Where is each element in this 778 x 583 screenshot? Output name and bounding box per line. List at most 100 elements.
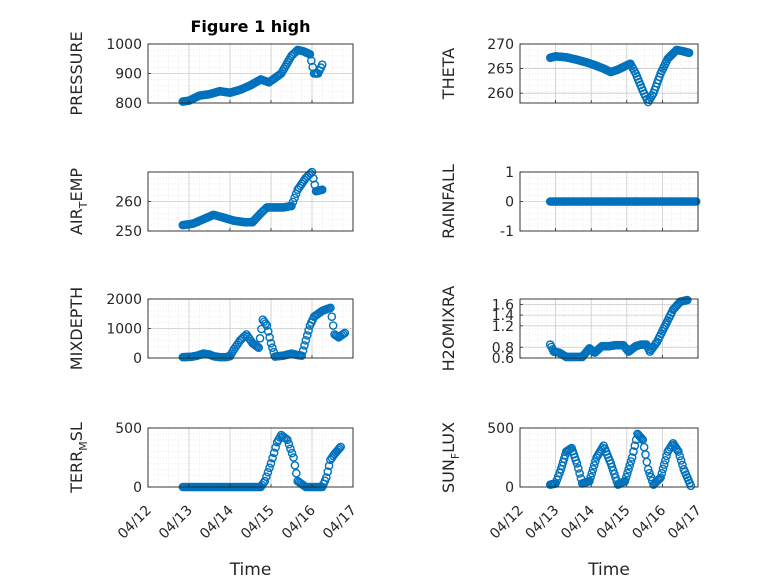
data-point bbox=[335, 443, 344, 453]
data-point bbox=[620, 476, 630, 486]
data-point bbox=[573, 464, 583, 473]
data-point bbox=[626, 457, 636, 466]
data-point bbox=[336, 442, 346, 452]
data-point bbox=[263, 327, 273, 336]
y-axis-label-suffix: SL bbox=[67, 422, 86, 441]
x-axis-label: Time bbox=[229, 560, 272, 580]
data-point bbox=[261, 319, 270, 328]
data-point bbox=[659, 460, 669, 469]
y-axis-label-main: AIR bbox=[67, 208, 86, 235]
data-point bbox=[338, 329, 348, 339]
y-axis-label: SUNFLUX bbox=[439, 422, 462, 493]
axes-box bbox=[147, 427, 354, 488]
data-point bbox=[657, 468, 667, 478]
data-point bbox=[572, 459, 582, 468]
y-axis-label: MIXDEPTH bbox=[67, 287, 86, 370]
data-series bbox=[545, 45, 694, 107]
data-point bbox=[262, 472, 271, 481]
x-tick-label: 04/12 bbox=[487, 503, 527, 543]
data-point bbox=[674, 447, 683, 456]
data-point bbox=[661, 455, 670, 465]
chart-panel-r1c2: 260 265 270 THETA bbox=[439, 37, 699, 107]
chart-panel-r2c2: -1 0 1 RAINFALL bbox=[439, 164, 701, 240]
y-tick-label: 0 bbox=[133, 351, 142, 367]
data-point bbox=[290, 461, 300, 470]
x-tick-label: 04/16 bbox=[629, 502, 669, 542]
data-point bbox=[271, 443, 280, 452]
y-tick-label: 1.6 bbox=[492, 297, 514, 313]
y-axis-label-sub: T bbox=[77, 201, 90, 209]
data-point bbox=[686, 481, 696, 491]
x-tick-label: 04/13 bbox=[156, 503, 196, 543]
x-tick-label: 04/13 bbox=[523, 503, 563, 543]
axes-box bbox=[519, 298, 699, 359]
y-axis-label-sub: M bbox=[77, 441, 90, 451]
y-tick-label: 260 bbox=[487, 86, 514, 102]
x-axis-label: Time bbox=[587, 560, 630, 580]
x-tick-label: 04/15 bbox=[238, 503, 278, 543]
data-point bbox=[328, 321, 338, 330]
data-point bbox=[585, 476, 594, 486]
data-point bbox=[262, 321, 272, 330]
y-axis-label-sub: F bbox=[449, 453, 462, 459]
y-tick-label: 260 bbox=[115, 195, 142, 211]
x-tick-label: 04/16 bbox=[279, 502, 319, 542]
data-series bbox=[178, 45, 327, 106]
y-tick-label: 2000 bbox=[106, 292, 142, 308]
data-point bbox=[287, 201, 296, 211]
y-axis-label: TERRMSL bbox=[67, 422, 90, 494]
data-point bbox=[588, 464, 598, 474]
data-series bbox=[178, 167, 327, 230]
y-tick-label: 1000 bbox=[106, 322, 142, 338]
y-tick-label: 900 bbox=[115, 67, 142, 83]
y-tick-label: 1000 bbox=[106, 37, 142, 53]
data-point bbox=[326, 303, 335, 313]
data-point bbox=[290, 193, 299, 203]
data-point bbox=[623, 468, 632, 478]
chart-panel-r3c1: 0 1000 2000 MIXDEPTH bbox=[67, 287, 354, 370]
data-point bbox=[322, 473, 331, 482]
data-point bbox=[340, 328, 350, 338]
data-point bbox=[587, 468, 597, 478]
data-point bbox=[683, 295, 692, 305]
y-axis-label-main: MIXDEPTH bbox=[67, 287, 86, 370]
data-point bbox=[266, 338, 276, 348]
chart-title: Figure 1 high bbox=[191, 17, 311, 36]
data-point bbox=[691, 197, 701, 206]
x-tick-label: 04/17 bbox=[665, 503, 705, 543]
data-point bbox=[297, 351, 307, 360]
axes-box bbox=[519, 43, 699, 104]
y-tick-label: 0 bbox=[505, 195, 514, 211]
data-point bbox=[684, 48, 694, 58]
data-point bbox=[268, 453, 277, 463]
x-tick-label: 04/14 bbox=[558, 502, 598, 542]
y-tick-label: 1 bbox=[505, 165, 514, 181]
x-tick-label: 04/17 bbox=[320, 503, 360, 543]
data-point bbox=[324, 461, 334, 471]
y-axis-label: H2OMIXRA bbox=[439, 286, 458, 372]
data-point bbox=[254, 343, 264, 352]
data-point bbox=[265, 333, 274, 342]
data-point bbox=[621, 472, 631, 482]
y-axis-label-main: THETA bbox=[439, 48, 458, 100]
y-tick-label: 0 bbox=[133, 480, 142, 496]
data-point bbox=[653, 475, 663, 485]
data-point bbox=[286, 444, 295, 453]
data-point bbox=[676, 456, 686, 465]
data-point bbox=[656, 473, 665, 482]
data-point bbox=[323, 467, 333, 476]
y-tick-label: 0.8 bbox=[492, 340, 514, 356]
data-point bbox=[255, 334, 265, 343]
data-point bbox=[625, 461, 635, 470]
data-point bbox=[678, 460, 687, 470]
y-tick-label: 250 bbox=[115, 224, 142, 240]
x-tick-label: 04/12 bbox=[115, 503, 155, 543]
y-axis-label-suffix: LUX bbox=[439, 422, 458, 453]
data-point bbox=[624, 464, 633, 474]
data-point bbox=[266, 459, 276, 468]
data-point bbox=[575, 469, 584, 478]
data-point bbox=[636, 433, 645, 442]
y-axis-label: THETA bbox=[439, 48, 458, 100]
